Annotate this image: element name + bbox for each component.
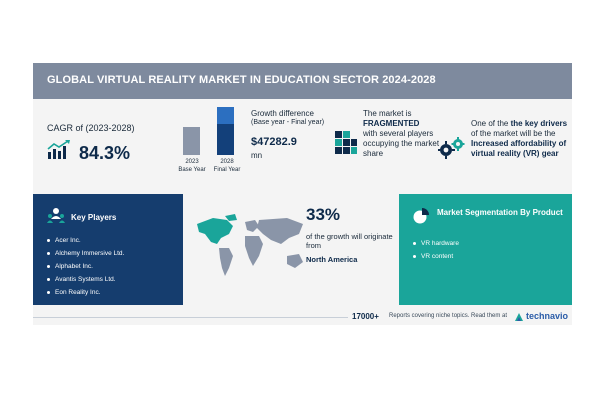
region-text: of the growth will originate from xyxy=(306,232,393,250)
gears-icon xyxy=(438,137,465,159)
key-players-title: Key Players xyxy=(71,213,117,222)
technavio-logo-icon xyxy=(515,313,523,321)
list-item: VR hardware xyxy=(413,237,459,250)
segmentation-title: Market Segmentation By Product xyxy=(437,208,563,217)
growth-bars xyxy=(173,105,243,155)
growth-chart-icon xyxy=(47,140,70,159)
cagr-label: CAGR of (2023-2028) xyxy=(47,123,135,133)
bar-base-year xyxy=(183,127,200,155)
list-item: VR content xyxy=(413,250,459,263)
drivers-text: One of the the key drivers of the market… xyxy=(471,119,568,158)
footer-divider xyxy=(33,317,348,318)
fragmented-text: The market is FRAGMENTED with several pl… xyxy=(363,109,451,159)
base-year-label: 2023 Base Year xyxy=(174,158,210,174)
drivers-highlight1: key drivers xyxy=(524,119,568,128)
region-percent: 33% xyxy=(306,205,341,224)
pie-chart-icon xyxy=(413,208,429,224)
final-year-label: 2028 Final Year xyxy=(210,158,244,174)
footer-text: Reports covering niche topics. Read them… xyxy=(389,313,508,319)
region-name: North America xyxy=(306,255,358,264)
fragmented-line2: with several players occupying the marke… xyxy=(363,129,440,158)
people-icon xyxy=(47,208,65,223)
growth-title: Growth difference xyxy=(251,109,314,118)
base-year: 2023 xyxy=(185,159,199,165)
final-year-sub: Final Year xyxy=(213,167,241,173)
cagr-value: 84.3% xyxy=(79,143,131,163)
list-item: Eon Reality Inc. xyxy=(47,286,124,299)
bar-final-year xyxy=(217,107,234,155)
fragmented-highlight: FRAGMENTED xyxy=(363,119,420,128)
growth-subtitle: (Base year - Final year) xyxy=(251,119,325,126)
drivers-middle: of the market will be the xyxy=(471,129,556,138)
key-players-panel: Key Players Acer Inc. Alchemy Immersive … xyxy=(33,194,183,305)
title-bar: GLOBAL VIRTUAL REALITY MARKET IN EDUCATI… xyxy=(33,63,572,99)
world-map-icon xyxy=(197,214,303,276)
base-year-sub: Base Year xyxy=(178,167,206,173)
region-panel: 33% of the growth will originate from No… xyxy=(183,194,399,305)
blocks-icon xyxy=(335,131,357,154)
list-item: Acer Inc. xyxy=(47,234,124,247)
segmentation-panel: Market Segmentation By Product VR hardwa… xyxy=(399,194,572,305)
technavio-logo[interactable]: technavio xyxy=(526,311,569,321)
growth-value: $47282.9 xyxy=(251,136,297,148)
key-players-list: Acer Inc. Alchemy Immersive Ltd. Alphabe… xyxy=(47,234,124,299)
fragmented-line1: The market is xyxy=(363,109,412,118)
page-title: GLOBAL VIRTUAL REALITY MARKET IN EDUCATI… xyxy=(47,74,436,86)
drivers-highlight2: Increased affordability of virtual reali… xyxy=(471,139,567,158)
bar-final-year-cap xyxy=(217,107,234,124)
final-year: 2028 xyxy=(220,159,234,165)
growth-unit: mn xyxy=(251,151,263,160)
drivers-prefix: One of the xyxy=(471,119,509,128)
footer-count: 17000+ xyxy=(352,312,379,321)
infographic-card: GLOBAL VIRTUAL REALITY MARKET IN EDUCATI… xyxy=(33,63,572,325)
list-item: Alchemy Immersive Ltd. xyxy=(47,247,124,260)
list-item: Alphabet Inc. xyxy=(47,260,124,273)
segmentation-list: VR hardware VR content xyxy=(413,237,459,263)
list-item: Avantis Systems Ltd. xyxy=(47,273,124,286)
